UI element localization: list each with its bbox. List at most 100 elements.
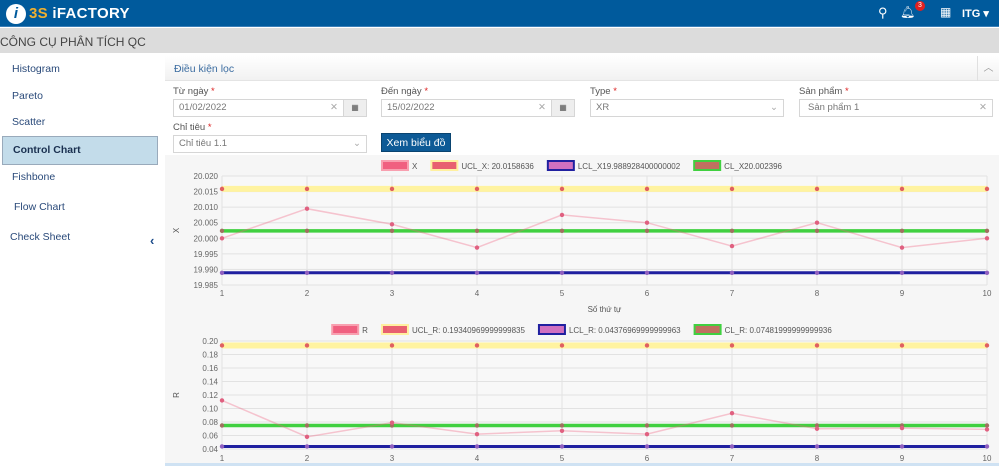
data-point xyxy=(814,228,820,234)
x-tick-label: 9 xyxy=(900,289,905,298)
x-tick-label: 1 xyxy=(220,289,225,298)
data-point xyxy=(474,431,480,437)
chevron-up-icon[interactable]: ︿ xyxy=(977,56,999,81)
from-date-label: Từ ngày * xyxy=(173,86,215,97)
product-label-text: Sản phẩm xyxy=(799,86,843,97)
data-point xyxy=(814,426,820,431)
data-point xyxy=(984,343,990,348)
data-point xyxy=(644,444,650,449)
data-point xyxy=(474,343,480,348)
data-point xyxy=(984,423,990,428)
x-tick-label: 10 xyxy=(983,289,992,298)
y-tick-label: 20.005 xyxy=(194,219,219,228)
data-point xyxy=(389,420,395,425)
sidebar-item-histogram[interactable]: Histogram xyxy=(12,63,60,75)
logo-icon: i xyxy=(6,3,26,24)
legend-swatch xyxy=(331,324,360,335)
data-point xyxy=(219,186,225,192)
from-date-input[interactable]: 01/02/2022 ✕ ▦ xyxy=(173,99,367,117)
filter-panel-title: Điều kiện lọc xyxy=(174,63,235,75)
indicator-label: Chỉ tiêu * xyxy=(173,122,212,133)
data-point xyxy=(219,236,225,241)
brand-logo[interactable]: i 3S iFACTORY xyxy=(6,3,130,24)
y-tick-label: 0.14 xyxy=(202,378,218,387)
y-tick-label: 0.16 xyxy=(202,364,218,373)
clear-icon[interactable]: ✕ xyxy=(979,102,987,113)
x-tick-label: 4 xyxy=(475,289,480,298)
legend-label: LCL_X19.988928400000002 xyxy=(578,162,681,171)
y-tick-label: 19.985 xyxy=(194,281,219,290)
data-point xyxy=(389,186,395,192)
legend-label: CL_R: 0.07481999999999936 xyxy=(725,326,833,335)
calendar-icon[interactable]: ▦ xyxy=(343,100,366,116)
data-point xyxy=(644,186,650,192)
x-tick-label: 8 xyxy=(815,289,820,298)
data-point xyxy=(219,228,225,234)
data-point xyxy=(899,343,905,348)
data-point xyxy=(474,270,480,275)
x-tick-label: 7 xyxy=(730,289,735,298)
product-label: Sản phẩm * xyxy=(799,86,849,97)
data-point xyxy=(219,343,225,348)
brand-name: iFACTORY xyxy=(52,5,130,22)
y-tick-label: 20.020 xyxy=(194,172,219,181)
view-chart-button[interactable]: Xem biểu đồ xyxy=(381,133,451,152)
sidebar-item-check-sheet[interactable]: Check Sheet xyxy=(10,231,71,243)
sidebar-item-scatter[interactable]: Scatter xyxy=(12,116,46,128)
data-point xyxy=(729,343,735,348)
data-point xyxy=(899,245,905,250)
data-point xyxy=(984,444,990,449)
x-tick-label: 6 xyxy=(645,289,650,298)
product-select[interactable]: Sản phẩm 1 ✕ xyxy=(799,99,993,117)
data-point xyxy=(304,186,310,192)
data-point xyxy=(644,228,650,234)
chart-area: 20.020 20.015 20.010 20.005 20.000 19.995 19.9… xyxy=(165,155,999,466)
x-tick-label: 4 xyxy=(475,454,480,463)
x-tick-label: 3 xyxy=(390,289,395,298)
legend-swatch xyxy=(693,160,722,171)
data-point xyxy=(644,423,650,428)
apps-grid-icon[interactable]: ▦ xyxy=(940,5,952,19)
indicator-select[interactable]: Chỉ tiêu 1.1 ⌄ xyxy=(173,135,367,153)
type-select[interactable]: XR ⌄ xyxy=(590,99,784,117)
legend-swatch xyxy=(380,324,409,335)
page-title: CÔNG CỤ PHÂN TÍCH QC xyxy=(0,35,146,49)
sidebar-item-control-chart[interactable]: Control Chart xyxy=(2,136,158,165)
data-point xyxy=(729,423,735,428)
y-axis-title: R xyxy=(172,392,181,398)
calendar-icon[interactable]: ▦ xyxy=(551,100,574,116)
data-point xyxy=(389,222,395,227)
legend-swatch xyxy=(693,324,722,335)
data-point xyxy=(559,212,565,218)
bottom-border xyxy=(165,463,999,466)
to-date-label: Đến ngày * xyxy=(381,86,429,97)
clear-icon[interactable]: ✕ xyxy=(330,102,338,113)
clear-icon[interactable]: ✕ xyxy=(538,102,546,113)
type-value: XR xyxy=(596,102,610,113)
data-point xyxy=(304,434,310,440)
data-point xyxy=(899,186,905,192)
y-tick-label: 0.20 xyxy=(202,337,218,346)
data-point xyxy=(304,444,310,449)
legend-swatch xyxy=(430,160,459,171)
data-point xyxy=(814,423,820,428)
subheader xyxy=(0,28,999,53)
notification-badge: 3 xyxy=(915,1,925,11)
sidebar-item-pareto[interactable]: Pareto xyxy=(12,90,43,102)
data-point xyxy=(559,444,565,449)
user-menu[interactable]: ITG ▾ xyxy=(962,8,989,20)
x-tick-label: 3 xyxy=(390,454,395,463)
sidebar-item-fishbone[interactable]: Fishbone xyxy=(12,171,56,183)
data-point xyxy=(729,270,735,275)
collapse-sidebar-icon[interactable]: ‹ xyxy=(150,233,155,248)
data-point xyxy=(984,427,990,432)
y-tick-label: 0.04 xyxy=(202,445,218,454)
y-tick-label: 0.18 xyxy=(202,351,218,360)
legend-swatch xyxy=(537,324,566,335)
search-icon[interactable]: ⚲ xyxy=(878,5,888,20)
bell-icon[interactable]: 🔔︎ xyxy=(900,5,916,19)
data-point xyxy=(304,206,310,211)
sidebar-item-flow-chart[interactable]: Flow Chart xyxy=(14,201,65,213)
to-date-input[interactable]: 15/02/2022 ✕ ▦ xyxy=(381,99,575,117)
x-tick-label: 9 xyxy=(900,454,905,463)
